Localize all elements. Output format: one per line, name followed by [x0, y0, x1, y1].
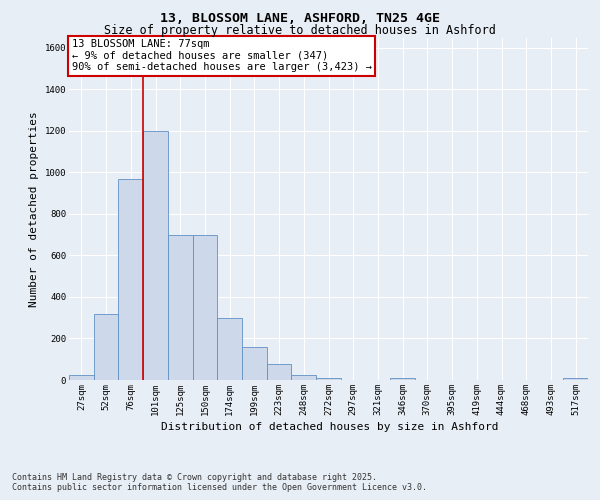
Bar: [118, 178, 143, 380]
Bar: [193, 234, 217, 380]
Bar: [94, 314, 118, 380]
Text: 13 BLOSSOM LANE: 77sqm
← 9% of detached houses are smaller (347)
90% of semi-det: 13 BLOSSOM LANE: 77sqm ← 9% of detached …: [71, 39, 371, 72]
Text: Contains HM Land Registry data © Crown copyright and database right 2025.
Contai: Contains HM Land Registry data © Crown c…: [12, 472, 427, 492]
Y-axis label: Number of detached properties: Number of detached properties: [29, 111, 39, 306]
Bar: [292, 375, 316, 380]
Bar: [69, 375, 94, 380]
Text: Size of property relative to detached houses in Ashford: Size of property relative to detached ho…: [104, 24, 496, 37]
Bar: [242, 347, 267, 380]
Bar: [143, 131, 168, 380]
Bar: [168, 234, 193, 380]
Bar: [316, 378, 341, 380]
Bar: [267, 364, 292, 380]
Text: Distribution of detached houses by size in Ashford: Distribution of detached houses by size …: [161, 422, 499, 432]
Bar: [390, 378, 415, 380]
Bar: [563, 378, 588, 380]
Text: 13, BLOSSOM LANE, ASHFORD, TN25 4GE: 13, BLOSSOM LANE, ASHFORD, TN25 4GE: [160, 12, 440, 26]
Bar: [217, 318, 242, 380]
